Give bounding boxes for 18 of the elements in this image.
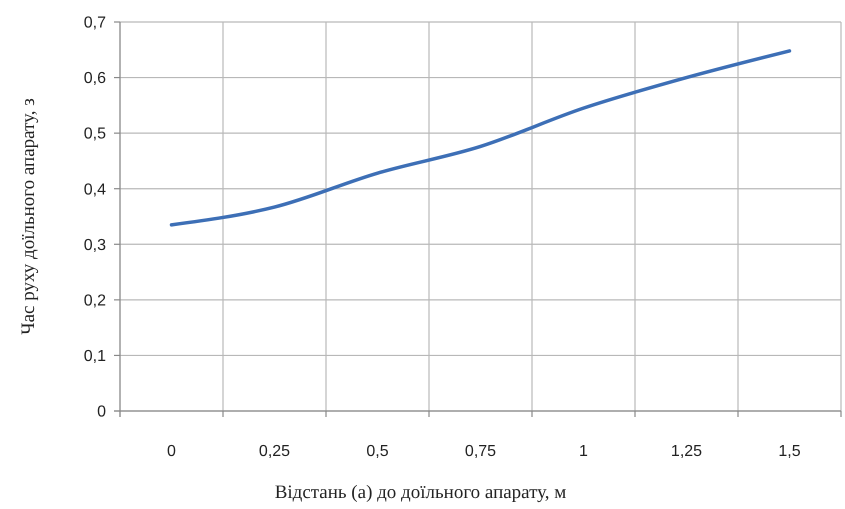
- x-tick-label: 0,5: [366, 443, 389, 460]
- line-series: [170, 49, 792, 227]
- y-tick-label: 0,4: [84, 181, 106, 198]
- y-tick-label: 0,6: [84, 70, 106, 88]
- x-axis-title: Відстань (а) до доїльного апарату, м: [274, 482, 566, 503]
- x-tick-label: 1: [579, 443, 588, 460]
- x-tick-label: 1,25: [670, 443, 702, 460]
- y-tick-label: 0,7: [84, 14, 106, 32]
- x-tick-label: 0,75: [464, 443, 496, 460]
- x-tick-label: 0,25: [258, 443, 290, 460]
- y-axis-title: Час руху доїльного апарату, з: [18, 98, 39, 335]
- y-tick-label: 0,2: [84, 292, 106, 310]
- x-tick-label: 0: [167, 443, 176, 460]
- y-tick-label: 0: [97, 404, 106, 421]
- y-tick-label: 0,3: [84, 236, 106, 254]
- y-tick-label: 0,5: [84, 126, 106, 143]
- x-tick-label: 1,5: [778, 443, 801, 460]
- y-tick-label: 0,1: [84, 348, 106, 366]
